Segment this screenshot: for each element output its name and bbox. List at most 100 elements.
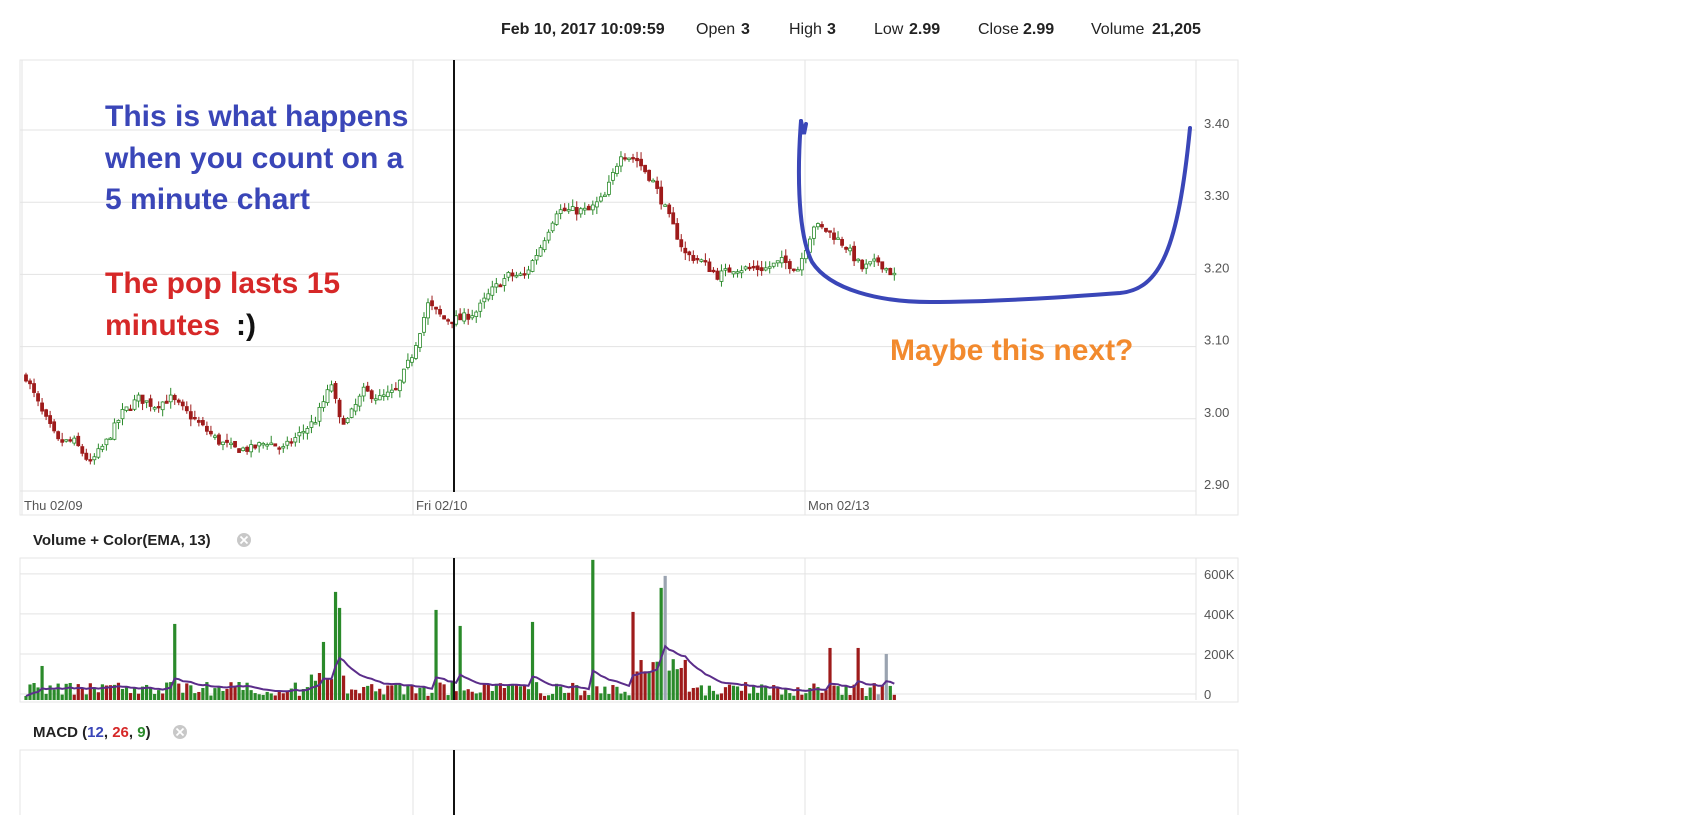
volume-bar — [317, 673, 322, 700]
volume-bar — [703, 695, 707, 700]
candle-body — [104, 438, 109, 446]
candle-body — [269, 442, 274, 446]
candle-body — [852, 245, 857, 262]
volume-bar — [864, 695, 868, 700]
candle-body — [237, 448, 241, 453]
volume-bar — [209, 695, 213, 700]
candle-body — [864, 263, 869, 269]
volume-bar — [233, 685, 237, 700]
volume-bar — [526, 689, 531, 700]
candle-body — [767, 266, 772, 269]
volume-bar — [394, 683, 398, 700]
candle-body — [602, 194, 607, 197]
candle-body — [345, 417, 350, 424]
volume-bar — [587, 695, 591, 700]
volume-bar — [888, 685, 892, 700]
candle-body — [405, 359, 410, 368]
volume-label: Volume — [1091, 21, 1144, 38]
volume-bar — [856, 647, 860, 700]
candle-body — [711, 269, 716, 273]
volume-bar — [739, 690, 744, 700]
candle-body — [735, 271, 740, 274]
candle-body — [329, 384, 334, 392]
volume-bar — [350, 689, 354, 700]
volume-bar — [603, 686, 607, 700]
macd-close-icon[interactable] — [173, 725, 187, 739]
candle-body — [486, 293, 491, 300]
candle-body — [168, 394, 173, 403]
candle-body — [116, 419, 121, 423]
volume-bar — [64, 683, 68, 700]
volume-bar — [84, 694, 88, 700]
volume-bar — [506, 684, 510, 700]
volume-bar — [293, 682, 297, 700]
volume-bar — [24, 695, 28, 700]
volume-bar — [711, 690, 716, 700]
candle-body — [876, 257, 881, 263]
volume-bar — [764, 686, 768, 700]
volume-bar — [217, 686, 221, 700]
volume-bar — [868, 687, 872, 700]
volume-bar — [538, 693, 543, 700]
candle-body — [321, 401, 326, 409]
volume-bar — [679, 667, 683, 700]
volume-bar — [454, 691, 458, 700]
volume-y-tick: 600K — [1204, 567, 1235, 582]
candle-body — [820, 224, 824, 228]
price-grid — [20, 60, 1197, 515]
volume-bar — [165, 682, 169, 700]
volume-bar — [671, 659, 675, 700]
candle-body — [462, 312, 467, 322]
candle-body — [140, 394, 145, 404]
volume-bar — [655, 661, 659, 700]
candle-body — [196, 420, 201, 423]
candle-body — [799, 258, 804, 271]
volume-bar — [820, 692, 824, 700]
macd-panel-title: MACD (12, 26, 9) — [33, 724, 151, 741]
candle-body — [466, 313, 471, 320]
candle-body — [313, 422, 318, 425]
volume-bar — [438, 682, 442, 700]
volume-bar — [189, 685, 193, 700]
candle-body — [502, 278, 507, 286]
annotation-red-line2: minutes — [105, 309, 220, 342]
volume-bar — [748, 693, 752, 700]
volume-bar — [40, 665, 44, 700]
volume-bar — [647, 671, 651, 700]
volume-bar — [691, 687, 695, 700]
candle-body — [478, 302, 483, 312]
volume-bar — [390, 685, 394, 700]
volume-bar — [48, 685, 52, 700]
volume-bar — [547, 695, 551, 700]
candle-body — [631, 157, 635, 160]
volume-panel-title: Volume + Color(EMA, 13) — [33, 532, 211, 549]
volume-bar — [149, 688, 153, 700]
candle-body — [241, 447, 245, 452]
volume-bar — [181, 692, 185, 700]
candle-body — [542, 240, 547, 251]
volume-bar — [434, 609, 438, 700]
candle-body — [317, 406, 322, 422]
candle-body — [458, 313, 463, 321]
candle-body — [639, 158, 643, 167]
volume-bar — [816, 687, 820, 700]
candle-body — [880, 261, 885, 270]
volume-bar — [329, 679, 334, 700]
volume-bar — [723, 687, 728, 700]
volume-bar — [229, 682, 233, 700]
volume-bar — [92, 687, 96, 700]
candle-body — [108, 437, 113, 441]
volume-bar — [321, 641, 326, 700]
candle-body — [337, 399, 342, 418]
volume-bar — [32, 683, 36, 700]
candle-body — [723, 268, 728, 271]
volume-bar — [450, 682, 454, 700]
candle-body — [494, 283, 499, 288]
candle-body — [309, 421, 314, 428]
annotation-blue-line2: when you count on a — [104, 142, 404, 175]
volume-close-icon[interactable] — [237, 533, 251, 547]
candle-body — [510, 272, 515, 277]
volume-bar — [772, 685, 776, 700]
volume-y-tick: 200K — [1204, 647, 1235, 662]
candle-body — [136, 394, 141, 402]
